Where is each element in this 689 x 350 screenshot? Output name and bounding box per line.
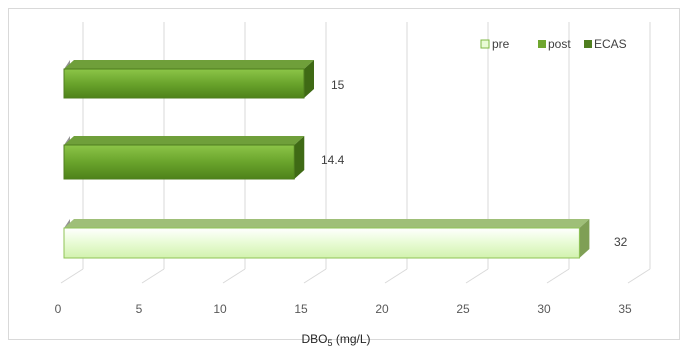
x-axis-title: DBO5 (mg/L) xyxy=(301,332,370,348)
data-label-ecas: 15 xyxy=(331,78,345,92)
floor-gridline xyxy=(222,268,246,284)
x-tick-label: 35 xyxy=(618,302,632,316)
x-axis-title-subscript: 5 xyxy=(327,338,332,348)
bar-ecas xyxy=(63,60,314,99)
bar-post-side xyxy=(294,136,305,179)
bars xyxy=(63,60,590,259)
legend-swatch-pre xyxy=(480,39,490,49)
bar-pre-top xyxy=(64,219,590,228)
floor-gridline xyxy=(60,268,84,284)
legend-swatch-post xyxy=(538,40,546,48)
bar-ecas-front xyxy=(63,68,305,99)
x-tick-label: 0 xyxy=(55,302,62,316)
legend: pre post ECAS xyxy=(480,37,627,51)
legend-label-post: post xyxy=(548,37,571,51)
legend-label-pre: pre xyxy=(492,37,510,51)
data-label-post: 14.4 xyxy=(321,153,345,167)
bar-post-front xyxy=(63,144,295,180)
bar-post xyxy=(63,136,305,180)
bar-post-top xyxy=(64,136,305,145)
data-label-pre: 32 xyxy=(614,235,628,249)
bar-ecas-side xyxy=(304,60,314,98)
x-tick-labels: 0 5 10 15 20 25 30 35 xyxy=(55,302,632,316)
floor-gridline xyxy=(384,268,408,284)
x-tick-label: 15 xyxy=(294,302,308,316)
floor-gridline xyxy=(303,268,327,284)
bar-ecas-top xyxy=(64,60,314,69)
x-tick-label: 5 xyxy=(136,302,143,316)
x-tick-label: 10 xyxy=(213,302,227,316)
legend-label-ecas: ECAS xyxy=(594,37,627,51)
bar-pre-front xyxy=(63,227,580,259)
x-axis-title-unit: (mg/L) xyxy=(333,332,371,346)
x-tick-label: 20 xyxy=(375,302,389,316)
legend-swatch-ecas xyxy=(584,40,592,48)
x-axis-title-main: DBO xyxy=(301,332,327,346)
x-tick-label: 30 xyxy=(537,302,551,316)
bar-pre xyxy=(63,219,590,259)
floor-gridline xyxy=(546,268,570,284)
bar-pre-side xyxy=(579,219,590,258)
floor-gridline xyxy=(141,268,165,284)
floor-gridline xyxy=(465,268,489,284)
floor-gridline xyxy=(627,268,651,284)
x-tick-label: 25 xyxy=(456,302,470,316)
